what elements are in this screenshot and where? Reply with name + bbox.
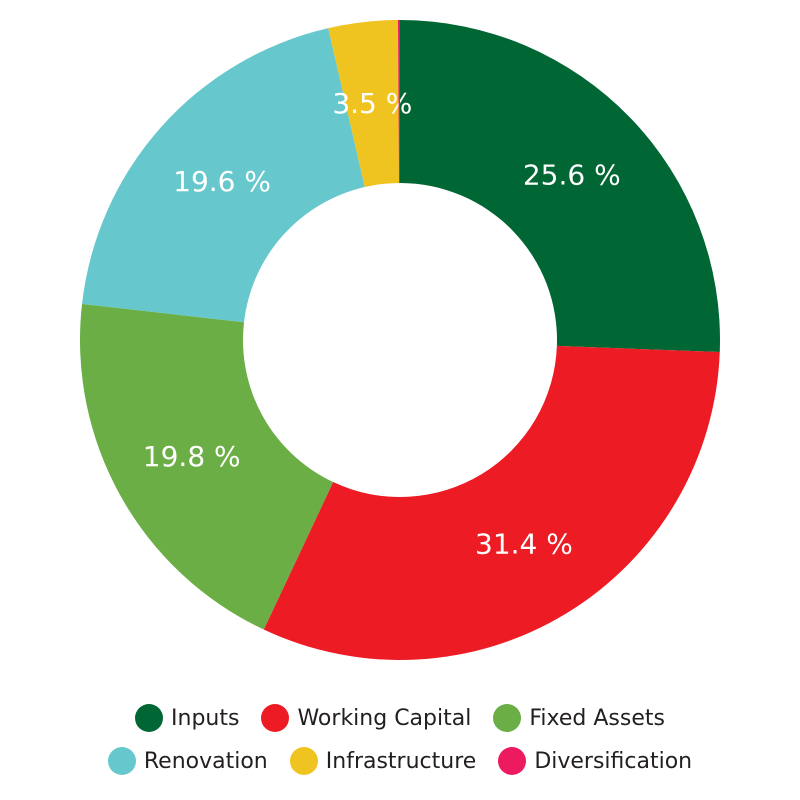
legend-swatch	[135, 704, 164, 732]
legend-label: Fixed Assets	[529, 705, 665, 731]
slice-renovation	[82, 28, 365, 323]
legend-label: Working Capital	[297, 705, 472, 731]
legend-label: Renovation	[143, 748, 268, 774]
data-label: 25.6 %	[523, 159, 621, 192]
legend-swatch	[289, 747, 318, 775]
data-label: 31.4 %	[475, 528, 573, 561]
slice-infrastructure	[328, 20, 400, 187]
slice-fixed-assets	[79, 303, 334, 630]
legend-swatch	[261, 704, 290, 732]
data-label: 3.5 %	[332, 87, 412, 120]
legend-item-fixed-assets: Fixed Assets	[493, 704, 665, 732]
legend-row-2: Renovation Infrastructure Diversificatio…	[0, 747, 800, 775]
legend-label: Infrastructure	[325, 748, 477, 774]
legend-label: Diversification	[534, 748, 693, 774]
legend-row-1: Inputs Working Capital Fixed Assets	[0, 704, 800, 732]
legend-label: Inputs	[171, 705, 240, 731]
slice-working-capital	[263, 345, 720, 660]
slice-inputs	[400, 20, 721, 353]
legend-swatch	[498, 747, 527, 775]
legend-swatch	[107, 747, 136, 775]
data-label: 19.6 %	[173, 165, 271, 198]
legend-item-renovation: Renovation	[107, 747, 268, 775]
donut-chart: 25.6 % 31.4 % 19.8 % 19.6 % 3.5 %	[79, 20, 721, 660]
slice-diversification	[397, 20, 400, 184]
data-label: 19.8 %	[143, 440, 241, 473]
legend-item-inputs: Inputs	[135, 704, 239, 732]
legend-item-diversification: Diversification	[498, 747, 692, 775]
legend-swatch	[493, 704, 522, 732]
legend-item-infrastructure: Infrastructure	[289, 747, 477, 775]
legend-item-working-capital: Working Capital	[261, 704, 471, 732]
